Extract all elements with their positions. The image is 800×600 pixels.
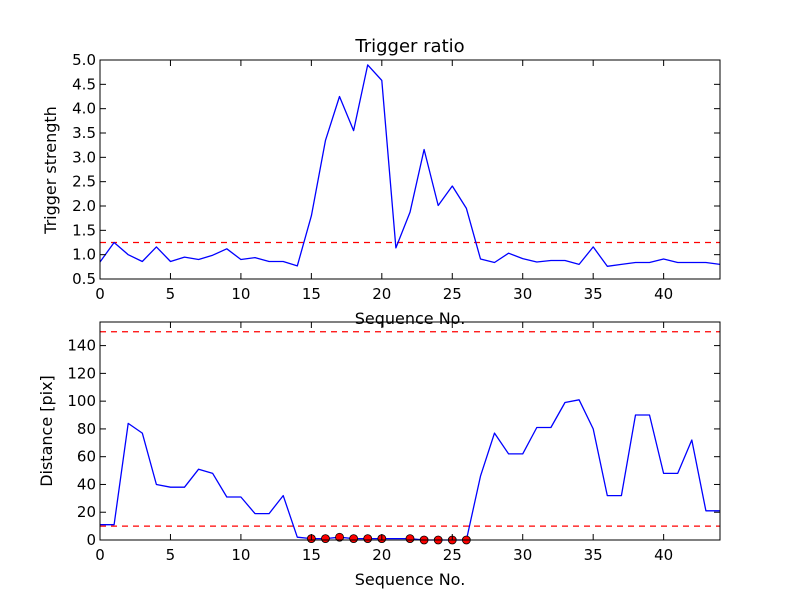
x-tick-label: 20 <box>372 285 391 303</box>
distance-panel: 0 5 10 15 20 25 30 35 40 0 20 40 60 80 100 120 140 Seque… <box>37 321 721 589</box>
y-tick-label: 40 <box>77 475 96 493</box>
y-tick-label: 60 <box>77 448 96 466</box>
plot-frame <box>99 59 721 280</box>
y-tick-label: 2.5 <box>72 173 96 191</box>
y-tick-label: 4.5 <box>72 75 96 93</box>
y-tick-label: 80 <box>77 420 96 438</box>
x-tick-label: 15 <box>302 546 321 564</box>
data-point-marker <box>405 534 415 544</box>
y-tick-label: 0.5 <box>72 270 96 288</box>
y-tick-label: 100 <box>67 392 96 410</box>
x-axis-label: Sequence No. <box>355 309 466 328</box>
series-line <box>99 64 721 267</box>
x-tick-label: 40 <box>654 546 673 564</box>
x-tick-label: 0 <box>95 285 105 303</box>
x-tick-label: 10 <box>231 285 250 303</box>
x-tick-label: 20 <box>372 546 391 564</box>
y-tick-label: 4.0 <box>72 100 96 118</box>
y-tick-label: 140 <box>67 337 96 355</box>
y-tick-label: 3.5 <box>72 124 96 142</box>
data-point-marker <box>335 532 344 542</box>
x-tick-label: 5 <box>166 285 176 303</box>
x-tick-label: 35 <box>584 546 603 564</box>
data-point-marker <box>363 534 373 544</box>
y-tick-label: 1.5 <box>72 221 96 239</box>
y-tick-label: 5.0 <box>72 51 96 69</box>
data-point-marker <box>349 534 359 544</box>
y-tick-label: 3.0 <box>72 148 96 166</box>
chart-title: Trigger ratio <box>354 36 464 57</box>
y-tick-label: 120 <box>67 364 96 382</box>
x-tick-label: 10 <box>231 546 250 564</box>
x-tick-label: 0 <box>95 546 105 564</box>
y-tick-label: 0 <box>86 531 96 549</box>
x-tick-label: 15 <box>302 285 321 303</box>
x-tick-label: 25 <box>443 546 462 564</box>
x-tick-label: 35 <box>584 285 603 303</box>
x-tick-label: 5 <box>166 546 176 564</box>
y-tick-label: 1.0 <box>72 246 96 264</box>
y-tick-label: 20 <box>77 503 96 521</box>
x-tick-label: 30 <box>513 285 532 303</box>
x-tick-label: 30 <box>513 546 532 564</box>
y-axis-label: Trigger strength <box>41 106 60 235</box>
x-tick-label: 40 <box>654 285 673 303</box>
y-tick-label: 2.0 <box>72 197 96 215</box>
data-point-marker <box>321 534 330 544</box>
y-axis-label: Distance [pix] <box>37 375 56 487</box>
x-tick-label: 25 <box>443 285 462 303</box>
plot-frame <box>99 321 721 541</box>
trigger-ratio-panel: Trigger ratio 0 5 10 15 20 25 30 35 40 0.5 1.0 1.5 2… <box>41 36 721 328</box>
x-axis-label: Sequence No. <box>355 570 466 589</box>
